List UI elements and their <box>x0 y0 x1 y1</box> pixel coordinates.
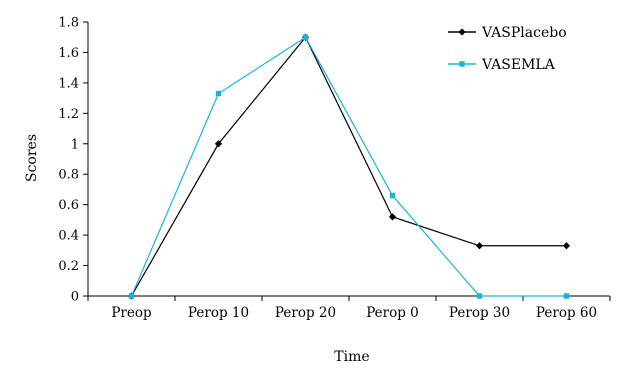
y-tick-label: 1.4 <box>58 76 79 91</box>
legend-swatch-marker <box>458 28 466 36</box>
legend-item: VASPlacebo <box>448 25 567 41</box>
data-point <box>388 213 397 221</box>
series-vasplacebo <box>127 33 571 300</box>
data-point <box>214 140 223 148</box>
series-vasemla <box>128 34 570 299</box>
x-tick-label: Perop 10 <box>188 305 249 321</box>
y-axis-ticks: 0 0.2 0.4 0.6 0.8 1 1.2 1.4 1.6 1.8 <box>58 16 88 305</box>
x-tick-label: Perop 0 <box>366 305 419 321</box>
data-point <box>563 293 570 299</box>
x-tick-label: Preop <box>111 305 151 321</box>
y-tick-label: 0.8 <box>58 168 79 183</box>
y-tick-label: 0.6 <box>58 198 79 213</box>
x-tick-label: Perop 60 <box>536 305 597 321</box>
y-tick-label: 1.8 <box>58 16 79 31</box>
data-point <box>476 293 483 299</box>
data-point <box>128 293 135 299</box>
data-point <box>562 242 571 250</box>
legend-swatch-marker <box>459 61 465 67</box>
data-point <box>475 242 484 250</box>
data-point <box>215 90 222 97</box>
chart-series <box>127 33 571 300</box>
series-line <box>130 36 567 297</box>
y-tick-label: 0 <box>71 290 79 305</box>
y-tick-label: 1.2 <box>58 107 79 122</box>
y-tick-label: 1.6 <box>58 46 79 61</box>
y-tick-label: 0.2 <box>58 259 79 274</box>
data-point <box>389 192 396 199</box>
y-axis-label: Scores <box>24 134 40 182</box>
x-axis-ticks: Preop Perop 10 Perop 20 Perop 0 Perop 30 Pero… <box>87 296 611 321</box>
x-tick-label: Perop 30 <box>449 305 510 321</box>
chart-legend: VASPlacebo VASEMLA <box>448 25 567 73</box>
series-line <box>130 36 567 297</box>
x-tick-label: Perop 20 <box>275 305 336 321</box>
legend-label: VASPlacebo <box>481 25 567 41</box>
y-tick-label: 0.4 <box>58 229 79 244</box>
y-tick-label: 1 <box>71 137 79 152</box>
legend-item: VASEMLA <box>448 57 556 73</box>
data-point <box>302 34 309 40</box>
legend-label: VASEMLA <box>481 57 556 73</box>
x-axis-label: Time <box>334 349 369 365</box>
